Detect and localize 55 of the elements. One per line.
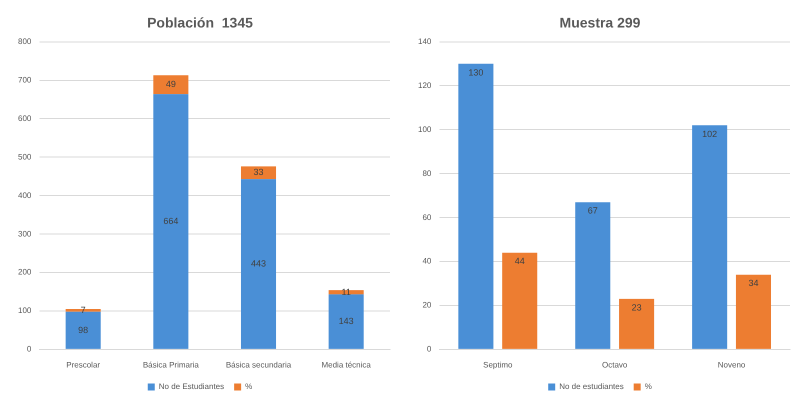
data-label: 33 (254, 167, 264, 178)
data-label: 143 (338, 316, 354, 326)
data-label: 443 (250, 258, 266, 268)
y-tick-label: 40 (422, 256, 432, 266)
bar (575, 202, 610, 349)
bar (153, 94, 188, 349)
y-tick-label: 120 (418, 80, 432, 90)
y-tick-label: 140 (418, 37, 432, 46)
data-label: 102 (702, 128, 718, 139)
y-tick-label: 100 (418, 124, 432, 134)
data-label: 130 (468, 67, 484, 78)
bar (458, 64, 494, 349)
bar (153, 75, 188, 94)
legend-label: No de Estudiantes (158, 382, 224, 392)
data-label: 49 (166, 79, 176, 90)
data-label: 23 (632, 302, 642, 312)
y-tick-label: 700 (18, 75, 32, 84)
y-tick-label: 600 (18, 114, 32, 123)
bar (240, 166, 276, 180)
y-tick-label: 0 (26, 344, 32, 354)
x-tick-label: Prescolar (66, 360, 100, 370)
x-tick-label: Noveno (718, 360, 746, 370)
x-tick-label: Básica secundaria (226, 360, 292, 370)
bar (240, 179, 276, 349)
legend-label: % (644, 382, 652, 392)
y-tick-label: 500 (18, 152, 32, 162)
data-label: 664 (163, 216, 178, 226)
y-tick-label: 80 (422, 168, 432, 178)
y-tick-label: 60 (422, 212, 432, 222)
y-tick-label: 800 (18, 37, 32, 46)
bar (619, 298, 654, 349)
y-tick-label: 400 (18, 190, 32, 200)
y-tick-label: 100 (18, 306, 32, 316)
bar (692, 125, 728, 349)
data-label: 44 (514, 256, 525, 266)
x-tick-label: Octavo (602, 360, 628, 370)
chart-title: Población 1345 (147, 14, 254, 30)
bar (502, 252, 538, 349)
legend-label: No de estudiantes (559, 382, 624, 392)
x-tick-label: Básica Primaria (142, 360, 200, 370)
bar (328, 290, 364, 294)
y-tick-label: 300 (18, 229, 32, 238)
bar (736, 274, 772, 349)
data-label: 34 (748, 278, 758, 288)
x-tick-label: Septimo (483, 360, 514, 370)
y-tick-label: 0 (426, 344, 432, 354)
bar (66, 312, 101, 349)
bar (328, 294, 364, 349)
y-tick-label: 200 (18, 268, 32, 277)
data-label: 98 (78, 324, 88, 335)
data-label: 67 (588, 206, 598, 216)
legend-label: % (245, 382, 252, 392)
x-tick-label: Media técnica (321, 360, 372, 370)
chart-title: Muestra 299 (560, 14, 641, 30)
y-tick-label: 20 (422, 300, 432, 310)
